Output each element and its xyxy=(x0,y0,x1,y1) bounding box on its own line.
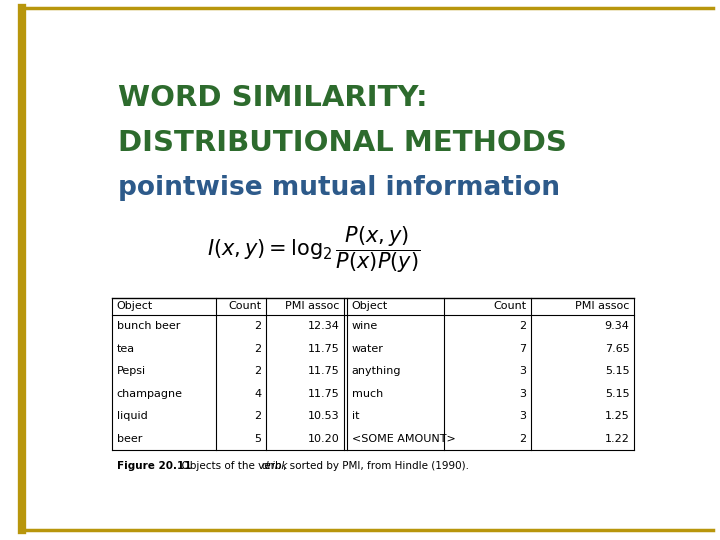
Text: 11.75: 11.75 xyxy=(307,344,339,354)
Text: Pepsi: Pepsi xyxy=(117,366,146,376)
Text: tea: tea xyxy=(117,344,135,354)
Text: 1.25: 1.25 xyxy=(605,411,629,421)
Text: 2: 2 xyxy=(519,434,526,443)
Text: WORD SIMILARITY:: WORD SIMILARITY: xyxy=(118,84,428,112)
Text: 7: 7 xyxy=(519,344,526,354)
Text: 2: 2 xyxy=(254,366,261,376)
Text: PMI assoc: PMI assoc xyxy=(575,301,629,312)
Text: liquid: liquid xyxy=(117,411,148,421)
Text: 7.65: 7.65 xyxy=(605,344,629,354)
Text: PMI assoc: PMI assoc xyxy=(285,301,339,312)
Text: 12.34: 12.34 xyxy=(307,321,339,332)
Text: 2: 2 xyxy=(519,321,526,332)
Text: Objects of the verb: Objects of the verb xyxy=(176,462,285,471)
Text: anything: anything xyxy=(351,366,401,376)
Text: DISTRIBUTIONAL METHODS: DISTRIBUTIONAL METHODS xyxy=(118,129,567,157)
Text: Object: Object xyxy=(351,301,388,312)
Text: 3: 3 xyxy=(519,389,526,399)
Text: much: much xyxy=(351,389,383,399)
Text: 2: 2 xyxy=(254,411,261,421)
Text: beer: beer xyxy=(117,434,142,443)
Text: , sorted by PMI, from Hindle (1990).: , sorted by PMI, from Hindle (1990). xyxy=(283,462,469,471)
Text: 5.15: 5.15 xyxy=(605,366,629,376)
Text: drink: drink xyxy=(262,462,288,471)
Text: pointwise mutual information: pointwise mutual information xyxy=(118,175,560,201)
Text: 5.15: 5.15 xyxy=(605,389,629,399)
Text: Count: Count xyxy=(228,301,261,312)
Text: <SOME AMOUNT>: <SOME AMOUNT> xyxy=(351,434,456,443)
Text: it: it xyxy=(351,411,359,421)
Text: Object: Object xyxy=(117,301,153,312)
Text: 1.22: 1.22 xyxy=(605,434,629,443)
Text: 4: 4 xyxy=(254,389,261,399)
Text: 10.53: 10.53 xyxy=(308,411,339,421)
Text: 11.75: 11.75 xyxy=(307,389,339,399)
Text: wine: wine xyxy=(351,321,378,332)
Text: 3: 3 xyxy=(519,366,526,376)
Text: $I(x,y) = \log_2 \dfrac{P(x,y)}{P(x)P(y)}$: $I(x,y) = \log_2 \dfrac{P(x,y)}{P(x)P(y)… xyxy=(207,225,420,275)
Text: 2: 2 xyxy=(254,344,261,354)
Text: 9.34: 9.34 xyxy=(605,321,629,332)
Text: 5: 5 xyxy=(254,434,261,443)
Text: 10.20: 10.20 xyxy=(307,434,339,443)
Text: bunch beer: bunch beer xyxy=(117,321,180,332)
Text: champagne: champagne xyxy=(117,389,183,399)
Text: water: water xyxy=(351,344,384,354)
Text: 2: 2 xyxy=(254,321,261,332)
Text: Figure 20.11: Figure 20.11 xyxy=(117,462,192,471)
Text: 11.75: 11.75 xyxy=(307,366,339,376)
Text: Count: Count xyxy=(493,301,526,312)
Text: 3: 3 xyxy=(519,411,526,421)
